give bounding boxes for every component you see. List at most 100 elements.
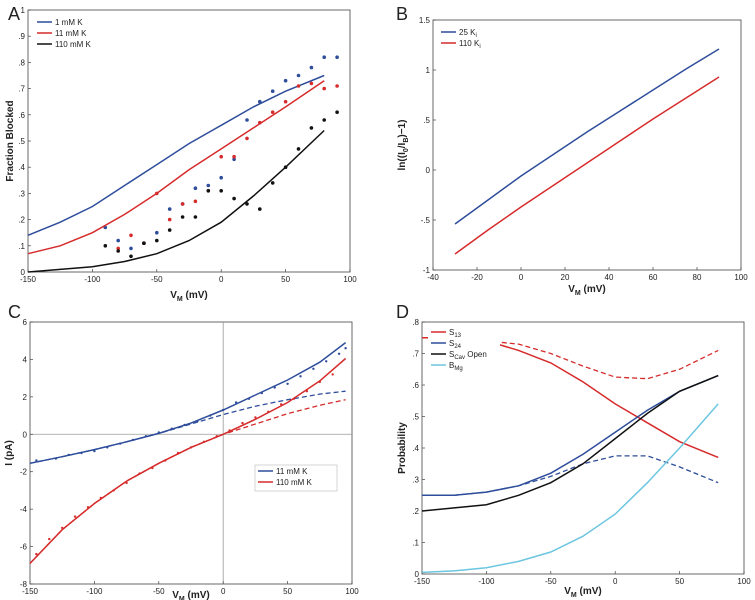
data-point-1-mm-k — [309, 65, 314, 70]
data-point-110-mm-k — [180, 215, 185, 219]
data-point-110-mm-k — [258, 207, 262, 211]
y-tick-label: .3 — [18, 189, 25, 198]
y-tick-label: .9 — [18, 32, 25, 41]
data-point-11-mm-k — [119, 442, 122, 445]
data-point-11-mm-k — [183, 423, 186, 427]
data-point-110-mm-k — [35, 552, 38, 556]
y-tick-label: .4 — [18, 163, 25, 172]
x-tick-label: 100 — [343, 275, 357, 284]
data-point-110-mm-k — [103, 244, 108, 248]
data-point-110-mm-k — [322, 118, 327, 122]
data-point-110-mm-k — [202, 440, 206, 443]
x-tick-label: 100 — [345, 587, 359, 596]
data-point-110-mm-k — [151, 466, 154, 470]
data-point-11-mm-k — [299, 375, 302, 378]
data-point-110-mm-k — [155, 238, 159, 243]
panel-a: A -150 -100 -50 0 50 100 0 .1 .2 .3 .4 .5 .6 .7 .8 .9 1 … — [5, 4, 357, 303]
y-tick-label: .7 — [18, 85, 25, 94]
panel-c-ticks: -150 -100 -50 0 50 100 -8 -6 -4 -2 0 2 4 6 — [20, 318, 359, 596]
data-point-11-mm-k — [131, 438, 135, 442]
x-tick-label: -50 — [153, 587, 165, 596]
data-point-110-mm-k — [245, 202, 249, 206]
data-point-11-mm-k — [80, 451, 83, 455]
data-point-11-mm-k — [193, 199, 198, 204]
y-tick-label: .7 — [412, 350, 419, 359]
data-point-110-mm-k — [215, 435, 218, 438]
data-point-110-mm-k — [280, 403, 283, 406]
legend-label-110-mm-k: 110 mM K — [276, 478, 313, 487]
y-tick-label: .1 — [412, 539, 419, 548]
data-point-11-mm-k — [129, 233, 133, 238]
series-line-1-mm-k — [27, 74, 325, 236]
data-point-1-mm-k — [283, 78, 288, 83]
x-tick-label: 100 — [734, 273, 748, 282]
series-line-110-mm-k — [27, 129, 325, 273]
data-point-1-mm-k — [193, 186, 198, 190]
panel-b: B -40 -20 0 20 40 60 80 100 -1 -.5 0 .5 1 1.5 25 Ki11… — [396, 4, 748, 297]
y-tick-label: -4 — [20, 505, 28, 514]
x-tick-label: -50 — [151, 275, 163, 284]
y-tick-label: 4 — [23, 355, 28, 364]
legend-label-25-ki: 25 Ki — [459, 28, 477, 39]
x-tick-label: 60 — [649, 273, 658, 282]
panel-a-letter: A — [8, 4, 20, 24]
data-point-11-mm-k — [106, 446, 109, 449]
panel-c-xlabel: VM (mV) — [172, 590, 210, 600]
x-tick-label: 50 — [281, 275, 290, 284]
data-point-110-mm-k — [206, 189, 211, 193]
panel-b-frame — [432, 19, 742, 271]
data-point-110-mm-k — [254, 416, 257, 419]
data-point-110-mm-k — [48, 537, 51, 541]
series-line-scav-open — [421, 374, 719, 512]
panel-b-ticks: -40 -20 0 20 40 60 80 100 -1 -.5 0 .5 1 1.5 — [419, 16, 748, 282]
panel-b-ylabel: ln((I0/IB)−1) — [397, 120, 410, 171]
data-point-11-mm-k — [167, 217, 172, 222]
panel-c-letter: C — [8, 302, 21, 322]
data-point-11-mm-k — [337, 352, 341, 355]
data-point-11-mm-k — [325, 360, 328, 363]
data-point-110-mm-k — [335, 110, 339, 114]
data-point-1-mm-k — [296, 73, 301, 78]
data-point-11-mm-k — [93, 449, 96, 453]
data-point-110-mm-k — [232, 196, 236, 201]
data-point-110-mm-k — [125, 481, 128, 485]
data-point-11-mm-k — [309, 81, 314, 86]
legend-label-bmg: BMg — [449, 361, 463, 372]
data-point-110-mm-k — [228, 429, 231, 432]
x-tick-label: 40 — [605, 273, 614, 282]
legend-label-11-mm-k: 11 mM K — [276, 467, 308, 476]
x-tick-label: 0 — [613, 577, 618, 586]
panel-a-curves — [27, 55, 339, 273]
data-point-110-mm-k — [270, 181, 275, 185]
x-tick-label: -20 — [471, 273, 483, 282]
series-dashed-line-s24 — [422, 455, 719, 496]
data-point-11-mm-k — [286, 382, 289, 385]
data-point-110-mm-k — [164, 459, 167, 462]
series-line-bmg — [421, 403, 719, 574]
y-tick-label: .8 — [412, 318, 419, 327]
y-tick-label: 0 — [21, 268, 26, 277]
data-point-110-mm-k — [138, 472, 141, 475]
panel-a-ylabel: Fraction Blocked — [5, 100, 16, 181]
y-tick-label: .3 — [412, 476, 419, 485]
y-tick-label: 1.5 — [419, 16, 431, 25]
data-point-11-mm-k — [247, 397, 251, 400]
x-tick-label: -100 — [84, 275, 101, 284]
panel-c-curves — [29, 342, 347, 564]
panel-d-letter: D — [396, 302, 409, 322]
data-point-110-mm-k — [309, 126, 314, 130]
panel-a-ticks: -150 -100 -50 0 50 100 0 .1 .2 .3 .4 .5 .6 .7 .8 .9 1 — [18, 6, 357, 284]
data-point-1-mm-k — [116, 238, 120, 243]
x-tick-label: 0 — [219, 275, 224, 284]
data-point-110-mm-k — [112, 489, 115, 492]
legend-label-scav-open: SCav Open — [449, 350, 487, 361]
x-tick-label: 0 — [221, 587, 226, 596]
data-point-11-mm-k — [35, 459, 38, 462]
y-tick-label: .6 — [412, 381, 419, 390]
data-point-110-mm-k — [129, 254, 133, 259]
data-point-11-mm-k — [260, 391, 263, 395]
data-point-11-mm-k — [296, 84, 301, 88]
data-point-11-mm-k — [180, 202, 185, 206]
data-point-11-mm-k — [209, 414, 212, 417]
